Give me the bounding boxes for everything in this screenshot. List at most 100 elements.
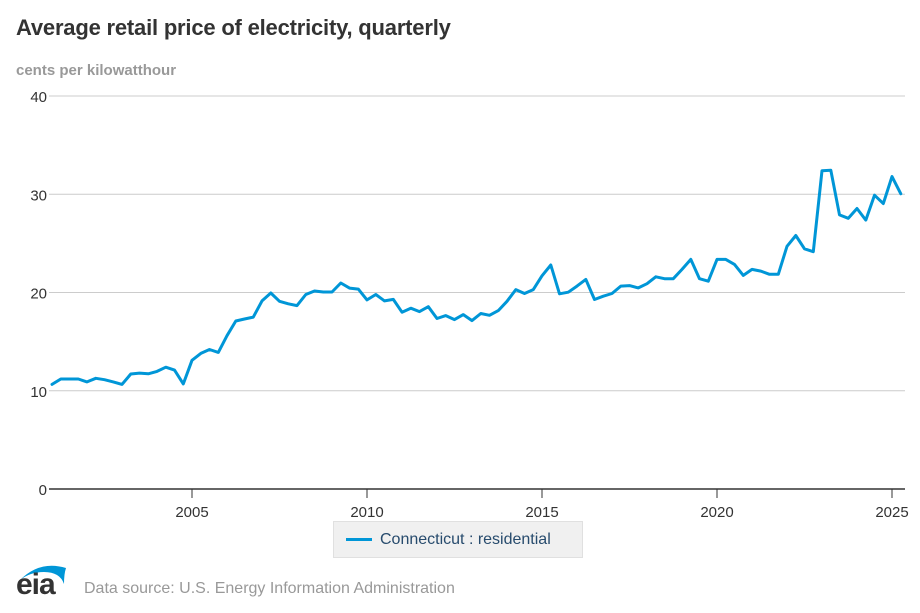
data-point[interactable] xyxy=(652,273,660,281)
data-point[interactable] xyxy=(827,166,835,174)
data-point[interactable] xyxy=(398,308,406,316)
data-point[interactable] xyxy=(809,248,817,256)
data-point[interactable] xyxy=(153,367,161,375)
data-point[interactable] xyxy=(144,370,152,378)
series-line[interactable] xyxy=(50,168,903,386)
data-point[interactable] xyxy=(302,290,310,298)
data-point[interactable] xyxy=(206,345,214,353)
data-point[interactable] xyxy=(599,292,607,300)
data-point[interactable] xyxy=(494,307,502,315)
data-point[interactable] xyxy=(477,310,485,318)
data-point[interactable] xyxy=(249,313,257,321)
eia-logo[interactable]: eia xyxy=(14,562,74,602)
data-point[interactable] xyxy=(608,289,616,297)
data-point[interactable] xyxy=(424,303,432,311)
data-point[interactable] xyxy=(853,204,861,212)
data-point[interactable] xyxy=(722,255,730,263)
data-point[interactable] xyxy=(197,349,205,357)
data-point[interactable] xyxy=(897,190,905,198)
data-point[interactable] xyxy=(538,272,546,280)
data-point[interactable] xyxy=(529,286,537,294)
data-point[interactable] xyxy=(564,288,572,296)
data-point[interactable] xyxy=(888,173,896,181)
data-point[interactable] xyxy=(871,191,879,199)
data-point[interactable] xyxy=(48,380,56,388)
data-point[interactable] xyxy=(459,311,467,319)
data-point[interactable] xyxy=(844,214,852,222)
data-point[interactable] xyxy=(337,279,345,287)
data-point[interactable] xyxy=(468,317,476,325)
data-point[interactable] xyxy=(346,284,354,292)
data-point[interactable] xyxy=(766,270,774,278)
data-point[interactable] xyxy=(591,295,599,303)
data-point[interactable] xyxy=(687,255,695,263)
data-point[interactable] xyxy=(661,275,669,283)
data-point[interactable] xyxy=(582,275,590,283)
data-point[interactable] xyxy=(503,297,511,305)
data-point[interactable] xyxy=(678,265,686,273)
data-point[interactable] xyxy=(416,308,424,316)
data-point[interactable] xyxy=(127,370,135,378)
data-point[interactable] xyxy=(573,282,581,290)
data-point[interactable] xyxy=(451,316,459,324)
data-point[interactable] xyxy=(818,167,826,175)
data-point[interactable] xyxy=(512,286,520,294)
data-point[interactable] xyxy=(92,374,100,382)
data-point[interactable] xyxy=(381,297,389,305)
data-point[interactable] xyxy=(879,200,887,208)
data-point[interactable] xyxy=(188,356,196,364)
data-point[interactable] xyxy=(284,300,292,308)
data-point[interactable] xyxy=(486,311,494,319)
data-point[interactable] xyxy=(521,289,529,297)
data-point[interactable] xyxy=(363,296,371,304)
data-point[interactable] xyxy=(669,275,677,283)
data-point[interactable] xyxy=(101,376,109,384)
data-point[interactable] xyxy=(162,363,170,371)
data-point[interactable] xyxy=(731,260,739,268)
legend[interactable]: Connecticut : residential xyxy=(333,521,583,558)
data-point[interactable] xyxy=(696,275,704,283)
data-point[interactable] xyxy=(547,261,555,269)
data-point[interactable] xyxy=(223,332,231,340)
data-point[interactable] xyxy=(267,289,275,297)
data-point[interactable] xyxy=(748,265,756,273)
data-point[interactable] xyxy=(626,282,634,290)
data-point[interactable] xyxy=(783,242,791,250)
data-point[interactable] xyxy=(328,288,336,296)
data-point[interactable] xyxy=(214,348,222,356)
data-point[interactable] xyxy=(109,378,117,386)
data-point[interactable] xyxy=(136,369,144,377)
data-point[interactable] xyxy=(258,297,266,305)
data-point[interactable] xyxy=(389,295,397,303)
data-point[interactable] xyxy=(232,317,240,325)
data-point[interactable] xyxy=(757,267,765,275)
data-point[interactable] xyxy=(617,282,625,290)
data-point[interactable] xyxy=(57,375,65,383)
data-point[interactable] xyxy=(372,290,380,298)
data-point[interactable] xyxy=(276,297,284,305)
data-point[interactable] xyxy=(634,284,642,292)
data-point[interactable] xyxy=(713,255,721,263)
data-point[interactable] xyxy=(179,380,187,388)
data-point[interactable] xyxy=(774,270,782,278)
data-point[interactable] xyxy=(862,216,870,224)
data-point[interactable] xyxy=(354,285,362,293)
data-point[interactable] xyxy=(801,245,809,253)
data-point[interactable] xyxy=(241,315,249,323)
data-point[interactable] xyxy=(171,366,179,374)
data-point[interactable] xyxy=(836,211,844,219)
data-point[interactable] xyxy=(311,287,319,295)
data-point[interactable] xyxy=(442,312,450,320)
data-point[interactable] xyxy=(83,378,91,386)
data-point[interactable] xyxy=(118,380,126,388)
data-point[interactable] xyxy=(433,315,441,323)
data-point[interactable] xyxy=(739,271,747,279)
data-point[interactable] xyxy=(704,277,712,285)
data-point[interactable] xyxy=(556,290,564,298)
data-point[interactable] xyxy=(66,375,74,383)
data-point[interactable] xyxy=(319,288,327,296)
data-point[interactable] xyxy=(74,375,82,383)
data-point[interactable] xyxy=(792,232,800,240)
data-point[interactable] xyxy=(293,302,301,310)
data-point[interactable] xyxy=(407,304,415,312)
